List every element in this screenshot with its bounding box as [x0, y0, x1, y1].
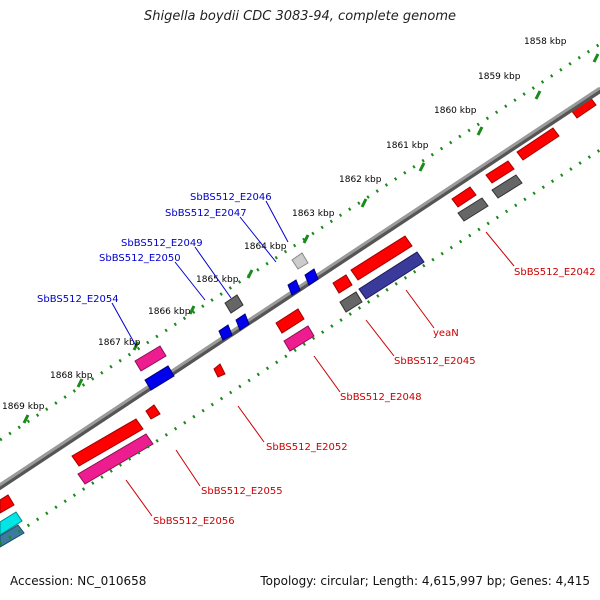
scale-label-1862: 1862 kbp [339, 175, 382, 185]
genome-summary-text: Topology: circular; Length: 4,615,997 bp… [260, 574, 590, 588]
reverse-gene-labels: SbBS512_E2042 yeaN SbBS512_E2045 SbBS512… [153, 267, 596, 527]
scale-tick-1858 [592, 53, 600, 63]
scale-label-1867: 1867 kbp [98, 338, 141, 348]
scale-tick-1864 [246, 269, 254, 279]
callout-e2045 [365, 319, 395, 357]
map-title: Shigella boydii CDC 3083-94, complete ge… [143, 9, 457, 24]
backbone [0, 86, 600, 487]
callout-e2046 [265, 200, 289, 243]
feature-blue-2[interactable] [287, 279, 301, 296]
feature-red-6[interactable] [275, 308, 305, 334]
label-e2055[interactable]: SbBS512_E2055 [201, 486, 283, 497]
callout-e2056 [125, 479, 153, 517]
feature-blue-1[interactable] [304, 268, 319, 286]
feature-gray-3[interactable] [339, 291, 363, 313]
scale-tick-1863 [302, 234, 310, 244]
feature-blue-4[interactable] [218, 324, 233, 341]
feature-magenta-1[interactable] [283, 325, 315, 352]
feature-gray-1[interactable] [491, 174, 523, 199]
callout-e2055 [175, 449, 201, 487]
feature-magenta-2[interactable] [77, 433, 154, 485]
scale-label-1864: 1864 kbp [244, 242, 287, 252]
scale-tick-1862 [360, 198, 368, 208]
label-e2050[interactable]: SbBS512_E2050 [99, 253, 181, 264]
scale-label-1869: 1869 kbp [2, 402, 45, 412]
label-e2052[interactable]: SbBS512_E2052 [266, 442, 348, 453]
genome-backbone [0, 86, 600, 491]
feature-lightgray-1[interactable] [291, 252, 309, 270]
feature-cyan-1[interactable] [0, 511, 23, 536]
forward-gene-labels: SbBS512_E2046 SbBS512_E2047 SbBS512_E204… [37, 192, 272, 305]
feature-blue-3[interactable] [235, 313, 250, 331]
scale-ticks: 1858 kbp 1859 kbp 1860 kbp 1861 kbp 1862… [2, 37, 600, 424]
feature-gray-4[interactable] [224, 294, 244, 314]
forward-label-callouts [111, 200, 289, 347]
scale-tick-1868 [22, 414, 30, 424]
scale-label-1859: 1859 kbp [478, 72, 521, 82]
forward-features [0, 96, 597, 548]
label-e2042[interactable]: SbBS512_E2042 [514, 267, 596, 278]
scale-label-1868: 1868 kbp [50, 371, 93, 381]
reverse-label-callouts [125, 231, 515, 517]
callout-e2049 [194, 246, 232, 299]
scale-tick-1867 [76, 378, 84, 388]
scale-label-1863: 1863 kbp [292, 209, 335, 219]
feature-red-small-1[interactable] [213, 363, 226, 378]
feature-red-7[interactable] [71, 418, 144, 467]
callout-yean [405, 289, 435, 329]
feature-blue-5[interactable] [144, 365, 175, 391]
accession-text: Accession: NC_010658 [10, 574, 147, 588]
label-e2049[interactable]: SbBS512_E2049 [121, 238, 203, 249]
feature-red-1[interactable] [516, 127, 560, 161]
feature-red-3[interactable] [451, 186, 477, 208]
scale-tick-1865 [188, 305, 196, 315]
label-e2047[interactable]: SbBS512_E2047 [165, 208, 247, 219]
feature-yean-neighbor[interactable] [350, 235, 413, 281]
scale-tick-1860 [476, 126, 484, 136]
scale-label-1866: 1866 kbp [148, 307, 191, 317]
scale-label-1861: 1861 kbp [386, 141, 429, 151]
callout-e2047 [239, 216, 277, 263]
label-e2045[interactable]: SbBS512_E2045 [394, 356, 476, 367]
feature-red-small-2[interactable] [145, 404, 161, 420]
callout-e2052 [237, 405, 265, 443]
feature-red-5[interactable] [332, 274, 353, 294]
callout-e2054 [111, 302, 137, 347]
callout-e2042 [485, 231, 515, 267]
label-e2056[interactable]: SbBS512_E2056 [153, 516, 235, 527]
feature-gray-2[interactable] [457, 197, 489, 222]
callout-e2050 [174, 261, 206, 301]
feature-red-2[interactable] [485, 160, 515, 184]
label-e2046[interactable]: SbBS512_E2046 [190, 192, 272, 203]
label-e2048[interactable]: SbBS512_E2048 [340, 392, 422, 403]
scale-tick-1861 [418, 162, 426, 172]
label-e2054[interactable]: SbBS512_E2054 [37, 294, 119, 305]
callout-e2048 [313, 355, 341, 393]
scale-label-1860: 1860 kbp [434, 106, 477, 116]
scale-label-1865: 1865 kbp [196, 275, 239, 285]
upper-strand-features [134, 252, 319, 391]
scale-tick-1859 [534, 90, 542, 100]
feature-red-edge[interactable] [0, 494, 15, 514]
label-yean[interactable]: yeaN [433, 328, 459, 339]
feature-magenta-3[interactable] [134, 345, 167, 372]
feature-yean[interactable] [358, 251, 425, 300]
scale-label-1858: 1858 kbp [524, 37, 567, 47]
